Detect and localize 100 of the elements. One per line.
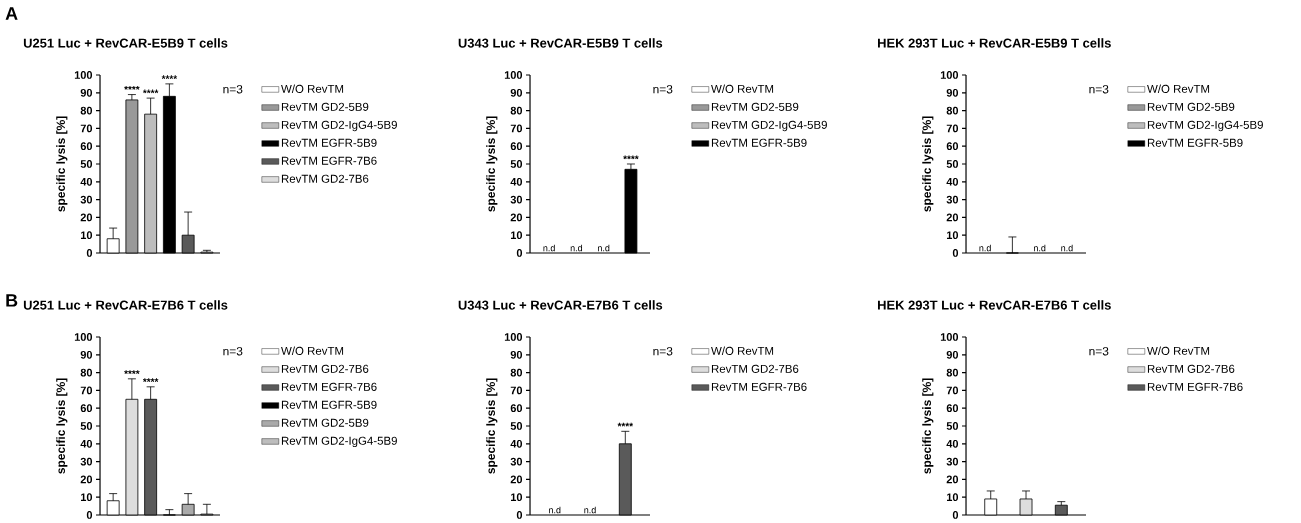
y-tick-label: 10 [510,493,523,502]
legend-label: RevTM GD2-7B6 [711,364,799,373]
y-tick-label: 40 [80,177,93,186]
legend-label: W/O RevTM [711,346,774,355]
y-tick-label: 100 [74,333,93,341]
y-tick-label: 60 [510,142,523,151]
legend-label: W/O RevTM [281,84,344,93]
y-tick-label: 20 [946,475,959,484]
legend-label: RevTM GD2-5B9 [281,102,369,111]
y-tick-label: 10 [947,493,959,502]
legend-label: RevTM GD2-5B9 [711,102,799,111]
y-tick-label: 90 [80,350,93,359]
data-label: **** [623,155,639,160]
y-tick-label: 80 [510,368,523,377]
y-tick-label: 50 [80,160,93,168]
y-tick-label: 100 [504,333,523,341]
legend-label: RevTM EGFR-5B9 [711,138,807,147]
legend-label: RevTM EGFR-7B6 [281,156,377,165]
data-label: **** [124,86,140,90]
text: n.d [570,244,583,252]
y-tick-label: 0 [516,511,523,519]
y-tick-label: 70 [946,124,959,133]
chart-title: U343 Luc + RevCAR-E5B9 T cells [458,38,663,48]
y-tick-label: 100 [504,71,523,79]
y-tick-label: 30 [946,457,959,466]
legend-label: RevTM GD2-IgG4-5B9 [1147,120,1263,132]
y-tick-label: 90 [80,88,93,97]
text: n.d [584,506,596,514]
y-axis-title: specific lysis [%] [486,378,498,474]
legend-label: W/O RevTM [711,84,774,93]
y-tick-label: 80 [80,106,93,115]
y-axis-title: specific lysis [%] [56,378,68,474]
y-axis-title: specific lysis [%] [922,116,934,212]
y-tick-label: 80 [946,106,959,115]
legend-label: RevTM EGFR-7B6 [1147,382,1243,391]
y-tick-label: 30 [510,195,523,204]
y-tick-label: 0 [516,249,523,257]
text: n=3 [223,85,243,94]
y-tick-label: 20 [946,213,959,222]
text: n=3 [1089,85,1109,94]
y-tick-label: 80 [946,368,959,377]
text: n=3 [223,347,243,356]
y-tick-label: 50 [80,422,93,430]
y-axis-title: specific lysis [%] [56,116,68,212]
y-tick-label: 100 [940,333,959,341]
y-tick-label: 50 [946,422,959,430]
text: n=3 [653,347,673,356]
y-tick-label: 10 [947,231,959,240]
y-tick-label: 20 [80,475,93,484]
text: n.d [543,244,555,252]
legend-label: RevTM GD2-7B6 [281,364,369,373]
y-tick-label: 10 [80,231,93,240]
y-tick-label: 60 [946,404,959,413]
y-tick-label: 90 [510,350,523,359]
text: n.d [1061,244,1073,252]
y-tick-label: 40 [946,439,959,448]
y-tick-label: 60 [80,404,93,413]
y-tick-label: 40 [510,439,523,448]
y-axis-title: specific lysis [%] [486,116,498,212]
legend-label: RevTM GD2-5B9 [1147,102,1235,111]
legend-label: RevTM GD2-IgG4-5B9 [711,120,827,132]
y-tick-label: 0 [86,249,93,257]
data-label: **** [124,370,140,374]
legend-label: W/O RevTM [1147,346,1210,355]
legend-label: RevTM GD2-7B6 [1147,364,1235,373]
legend-label: RevTM EGFR-7B6 [281,382,377,391]
chart-title: U251 Luc + RevCAR-E7B6 T cells [23,300,228,310]
legend-label: RevTM EGFR-7B6 [711,382,807,391]
y-tick-label: 60 [510,404,523,413]
y-tick-label: 90 [946,350,959,359]
y-tick-label: 30 [80,195,93,204]
text: n=3 [653,85,673,94]
y-tick-label: 40 [80,439,93,448]
legend-label: RevTM EGFR-5B9 [281,400,377,409]
y-tick-label: 100 [74,71,93,79]
chart-title: HEK 293T Luc + RevCAR-E7B6 T cells [878,300,1111,310]
y-tick-label: 60 [80,142,93,151]
y-tick-label: 100 [940,71,959,79]
y-tick-label: 30 [510,457,523,466]
data-label: **** [617,422,634,427]
y-tick-label: 70 [80,386,93,395]
y-tick-label: 10 [510,231,523,240]
y-tick-label: 20 [510,475,523,484]
y-tick-label: 10 [80,493,93,502]
y-tick-label: 0 [86,511,93,519]
y-tick-label: 90 [510,88,523,97]
y-tick-label: 20 [510,213,523,222]
y-axis-title: specific lysis [%] [922,378,934,474]
data-label: **** [161,75,178,80]
y-tick-label: 70 [946,386,959,395]
y-tick-label: 60 [946,142,959,151]
y-tick-label: 90 [946,88,959,97]
text: A [5,7,18,20]
y-tick-label: 20 [80,213,93,222]
legend-label: RevTM GD2-5B9 [281,418,369,427]
y-tick-label: 0 [952,249,959,257]
text: n=3 [1089,347,1109,356]
y-tick-label: 50 [510,422,523,430]
chart-title: U343 Luc + RevCAR-E7B6 T cells [458,300,663,310]
data-label: **** [142,378,159,382]
